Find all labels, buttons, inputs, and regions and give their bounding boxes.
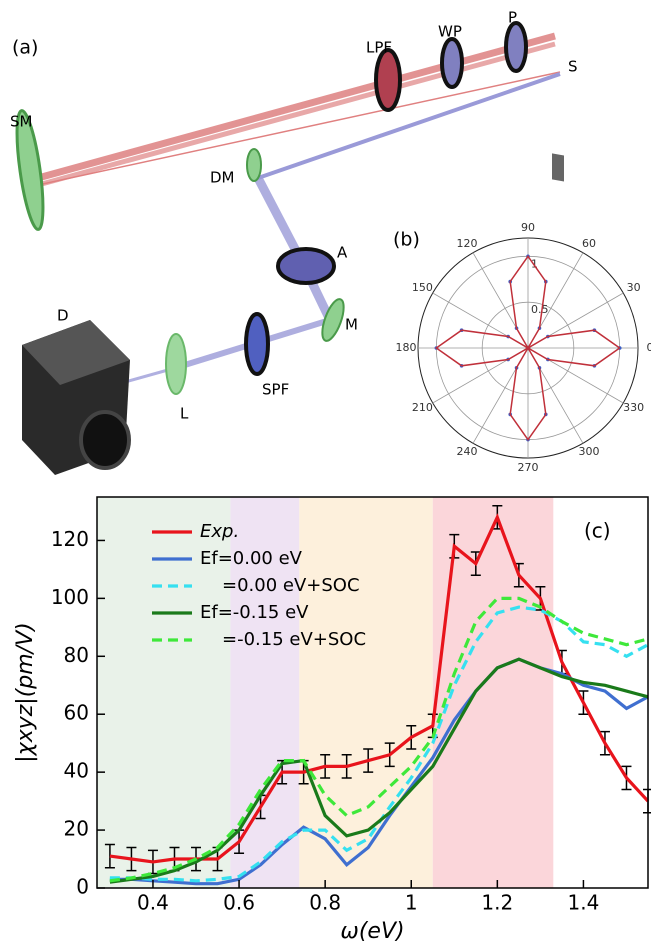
theta-tick-label: 30 <box>627 281 641 294</box>
x-tick-label: 1.2 <box>481 891 513 915</box>
polar-curve <box>434 254 621 442</box>
component-label: S <box>568 58 578 76</box>
setup-drawing <box>15 21 564 475</box>
line-chart: 0.4 0.6 0.8 1 1.2 1.4 0 20 40 60 80 100 120 ω(eV) |χxy… <box>13 496 651 944</box>
series-line <box>109 596 649 883</box>
theta-tick-label: 90 <box>521 221 535 234</box>
legend-label: Ef=-0.15 eV <box>200 602 309 623</box>
y-tick-label: 60 <box>64 701 89 725</box>
theta-tick-label: 300 <box>579 445 600 458</box>
theta-tick-label: 270 <box>518 461 539 474</box>
legend-label: Ef=0.00 eV <box>200 548 303 569</box>
region <box>299 497 433 888</box>
diagram-labels: (a) LPF WP P S SM DM A M D SPF L <box>10 9 578 423</box>
r-tick-label: 0.5 <box>531 303 549 316</box>
y-tick-label: 80 <box>64 643 89 667</box>
component-label: WP <box>438 23 462 41</box>
x-axis-label: ω(eV) <box>340 919 404 944</box>
panel-label: (b) <box>393 229 420 251</box>
component-label: A <box>337 244 348 262</box>
r-tick-label: 1 <box>531 257 538 270</box>
y-tick-label: 40 <box>64 759 89 783</box>
legend-label: Exp. <box>200 521 239 542</box>
y-tick-label: 120 <box>51 527 89 551</box>
theta-tick-label: 60 <box>582 237 596 250</box>
component-label: SPF <box>262 381 289 399</box>
component-label: L <box>180 405 189 423</box>
component-label: P <box>508 9 517 27</box>
series-line <box>109 657 649 886</box>
x-tick-label: 0.6 <box>223 891 255 915</box>
theta-tick-label: 120 <box>457 237 478 250</box>
legend-label: =0.00 eV+SOC <box>222 575 360 596</box>
theta-tick-label: 240 <box>457 445 478 458</box>
y-axis-label: |χxyz|(pm/V) <box>13 622 38 762</box>
component-label: D <box>57 307 69 325</box>
plot-frame <box>96 496 649 889</box>
y-tick-label: 0 <box>76 875 89 899</box>
theta-tick-label: 180 <box>396 341 417 354</box>
region <box>97 497 231 888</box>
component-label: DM <box>210 169 235 187</box>
x-tick-label: 0.4 <box>137 891 169 915</box>
x-tick-label: 0.8 <box>309 891 341 915</box>
component-label: LPF <box>366 39 392 57</box>
y-tick-label: 20 <box>64 817 89 841</box>
polar-chart: 0.5 1 0 30 60 90 120 150 180 210 240 270 300 330 (b) <box>393 221 651 474</box>
theta-tick-label: 150 <box>412 281 433 294</box>
component-label: SM <box>10 113 32 131</box>
theta-tick-label: 0 <box>647 341 651 354</box>
theta-tick-label: 330 <box>623 401 644 414</box>
panel-label: (a) <box>12 37 38 59</box>
legend-label: =-0.15 eV+SOC <box>222 629 366 650</box>
y-tick-label: 100 <box>51 585 89 609</box>
series-line <box>109 657 649 884</box>
component-label: M <box>345 316 358 334</box>
panel-label: (c) <box>584 519 611 543</box>
x-tick-label: 1.4 <box>568 891 600 915</box>
x-tick-label: 1 <box>405 891 418 915</box>
theta-tick-label: 210 <box>412 401 433 414</box>
